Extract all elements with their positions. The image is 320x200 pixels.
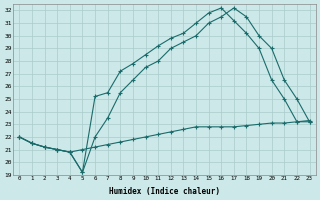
X-axis label: Humidex (Indice chaleur): Humidex (Indice chaleur) bbox=[109, 187, 220, 196]
